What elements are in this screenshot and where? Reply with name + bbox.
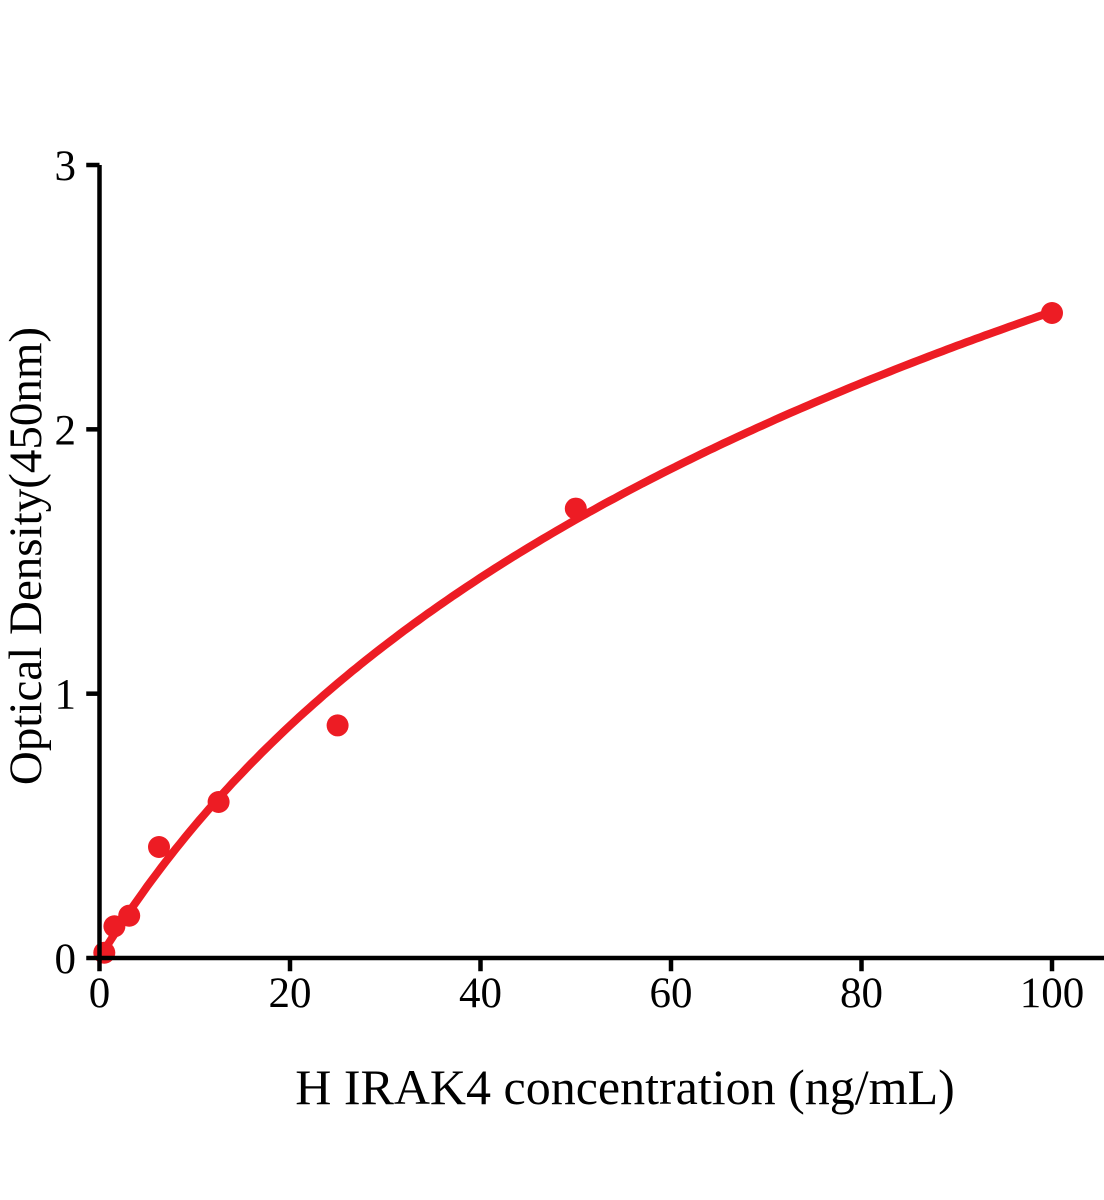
x-tick-label: 0 [89,970,111,1017]
x-tick-label: 100 [1020,970,1085,1017]
axis-layer [86,162,1104,972]
x-axis-title: H IRAK4 concentration (ng/mL) [295,1059,955,1115]
y-tick-label: 2 [55,407,77,454]
fitted-curve [95,307,1056,962]
x-tick-label: 80 [840,970,883,1017]
data-layer [93,302,1063,964]
y-axis-title: Optical Density(450nm) [0,327,52,785]
y-tick-label: 3 [55,143,77,190]
x-tick-label: 60 [650,970,693,1017]
y-tick-label: 1 [55,672,77,719]
y-tick-label: 0 [55,936,77,983]
x-tick-label: 20 [269,970,312,1017]
x-tick-label: 40 [459,970,502,1017]
data-point [564,497,587,520]
data-point [118,904,141,927]
tick-label-layer: 0 20 40 60 80 100 0 1 2 3 [55,143,1085,1017]
data-point [207,791,230,813]
data-point [93,941,116,964]
data-point [1041,302,1063,324]
data-point [148,836,170,858]
data-point [326,714,349,737]
